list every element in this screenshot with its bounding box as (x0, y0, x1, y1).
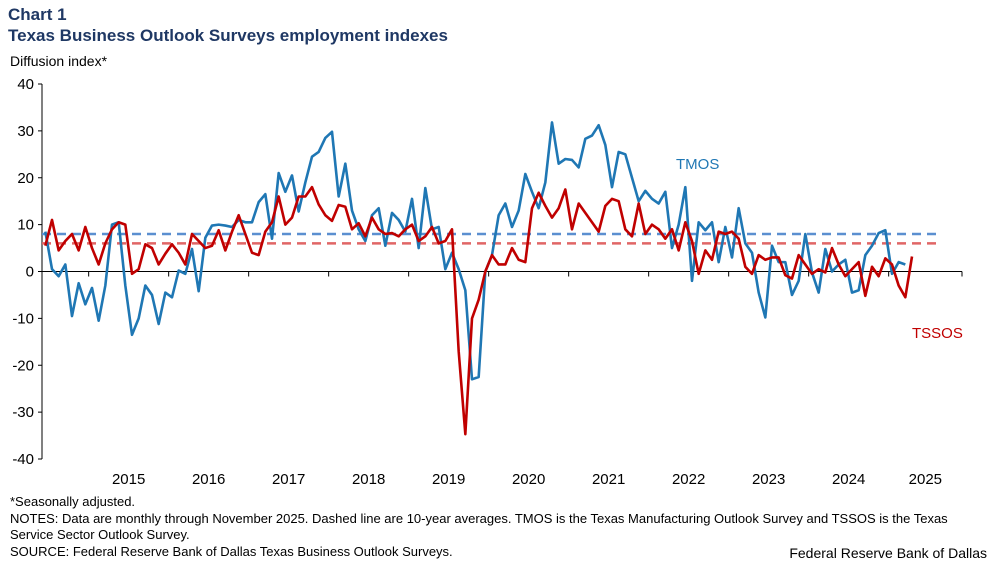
y-tick-label: 10 (17, 217, 34, 234)
series-label-tssos: TSSOS (912, 325, 963, 342)
x-tick-label: 2015 (112, 471, 145, 488)
x-tick-label: 2017 (272, 471, 305, 488)
x-tick-label: 2016 (192, 471, 225, 488)
chart-title: Texas Business Outlook Surveys employmen… (8, 26, 448, 45)
footnote-source: SOURCE: Federal Reserve Bank of Dallas T… (10, 544, 453, 559)
x-tick-label: 2023 (752, 471, 785, 488)
series-line-tmos (44, 121, 906, 381)
series-line-tssos (44, 185, 914, 436)
y-tick-label: 0 (26, 264, 34, 281)
x-axis: 2015 2016 2017 2018 2019 2020 2021 2022 2023 2024… (42, 271, 963, 488)
series-labels: TMOS TSSOS (676, 156, 963, 342)
y-tick-label: -10 (12, 310, 34, 327)
series-lines (44, 121, 914, 436)
x-tick-label: 2019 (432, 471, 465, 488)
y-tick-label: 20 (17, 170, 34, 187)
y-tick-label: -20 (12, 357, 34, 374)
footnote-seasonal: *Seasonally adjusted. (10, 494, 136, 509)
y-tick-label: -40 (12, 451, 34, 468)
x-tick-label: 2025 (909, 471, 942, 488)
series-label-tmos: TMOS (676, 156, 719, 173)
x-tick-label: 2024 (832, 471, 865, 488)
x-tick-label: 2021 (592, 471, 625, 488)
y-tick-label: -30 (12, 404, 34, 421)
footnote-notes: NOTES: Data are monthly through November… (10, 511, 948, 542)
x-tick-label: 2022 (672, 471, 705, 488)
credit-text: Federal Reserve Bank of Dallas (789, 545, 987, 561)
x-tick-label: 2020 (512, 471, 545, 488)
y-tick-label: 30 (17, 123, 34, 140)
y-tick-label: 40 (17, 76, 34, 93)
x-tick-label: 2018 (352, 471, 385, 488)
y-axis-unit: Diffusion index* (10, 53, 108, 69)
chart-label: Chart 1 (8, 5, 67, 24)
y-axis: -40 -30 -20 -10 0 10 20 30 40 (12, 76, 43, 468)
